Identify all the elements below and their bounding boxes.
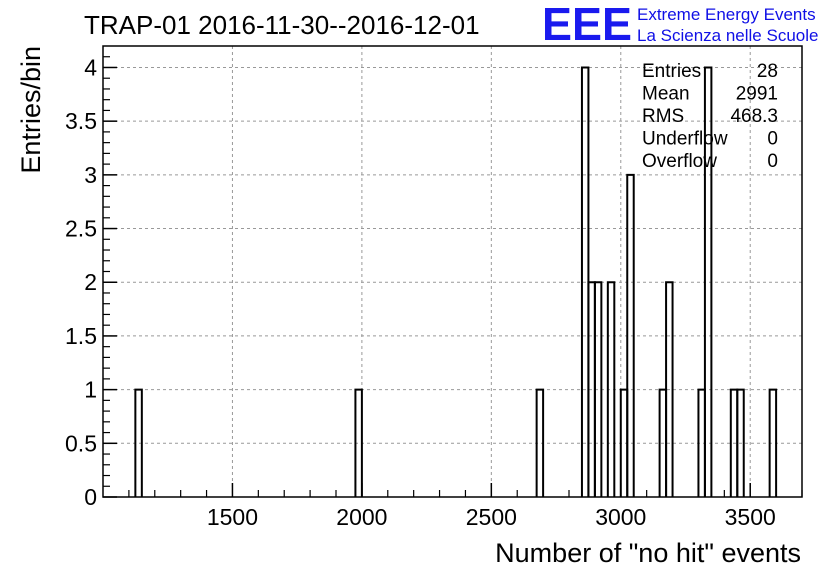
histogram-bin-14 [736,388,745,497]
histogram-bin-6 [606,281,616,497]
y-tick-label-8: 4 [84,54,97,80]
histogram-bin-12 [703,66,713,497]
histogram-bin-5 [593,281,603,497]
histogram-bin-8 [626,173,635,497]
logo: EEE Extreme Energy Events La Scienza nel… [542,0,818,50]
stats-label-entries: Entries [642,61,701,82]
y-tick-label-6: 3 [84,162,97,188]
histogram-bars [134,66,778,497]
logo-mark: EEE [542,0,632,50]
y-axis-label: Entries/bin [16,46,46,174]
y-tick-label-1: 0.5 [65,430,97,456]
y-tick-label-0: 0 [84,484,97,510]
y-tick-label-4: 2 [84,269,97,295]
logo-line-1: Extreme Energy Events [637,5,816,24]
x-tick-label-0: 1500 [207,504,258,530]
histogram-bin-0 [134,388,143,497]
grid-lines [103,46,802,497]
stats-value-overflow: 0 [767,151,778,172]
stats-label-overflow: Overflow [642,151,717,172]
y-tick-label-5: 2.5 [65,216,97,242]
stats-label-rms: RMS [642,106,684,127]
histogram-bin-15 [768,388,778,497]
plot-frame [102,45,803,498]
x-axis-label: Number of "no hit" events [495,538,801,568]
stats-label-underflow: Underflow [642,129,728,150]
x-tick-label-4: 3500 [725,504,776,530]
stats-value-underflow: 0 [767,129,778,150]
y-tick-label-7: 3.5 [65,108,97,134]
stats-label-mean: Mean [642,84,690,105]
x-tick-label-2: 2500 [466,504,517,530]
stats-value-rms: 468.3 [730,106,778,127]
logo-line-2: La Scienza nelle Scuole [637,26,818,45]
y-tick-label-3: 1.5 [65,323,97,349]
y-tick-label-2: 1 [84,377,97,403]
x-tick-label-1: 2000 [336,504,387,530]
stats-value-mean: 2991 [736,84,778,105]
histogram-bin-2 [535,388,545,497]
axis-ticks: 1500 2000 2500 3000 3500 0 0.5 1 1.5 2 2.5 3 3.5 4 [65,54,803,530]
histogram-bin-10 [665,281,674,497]
chart-title: TRAP-01 2016-11-30--2016-12-01 [84,10,480,40]
histogram-bin-1 [354,388,363,497]
stats-value-entries: 28 [757,61,778,82]
x-tick-label-3: 3000 [595,504,646,530]
